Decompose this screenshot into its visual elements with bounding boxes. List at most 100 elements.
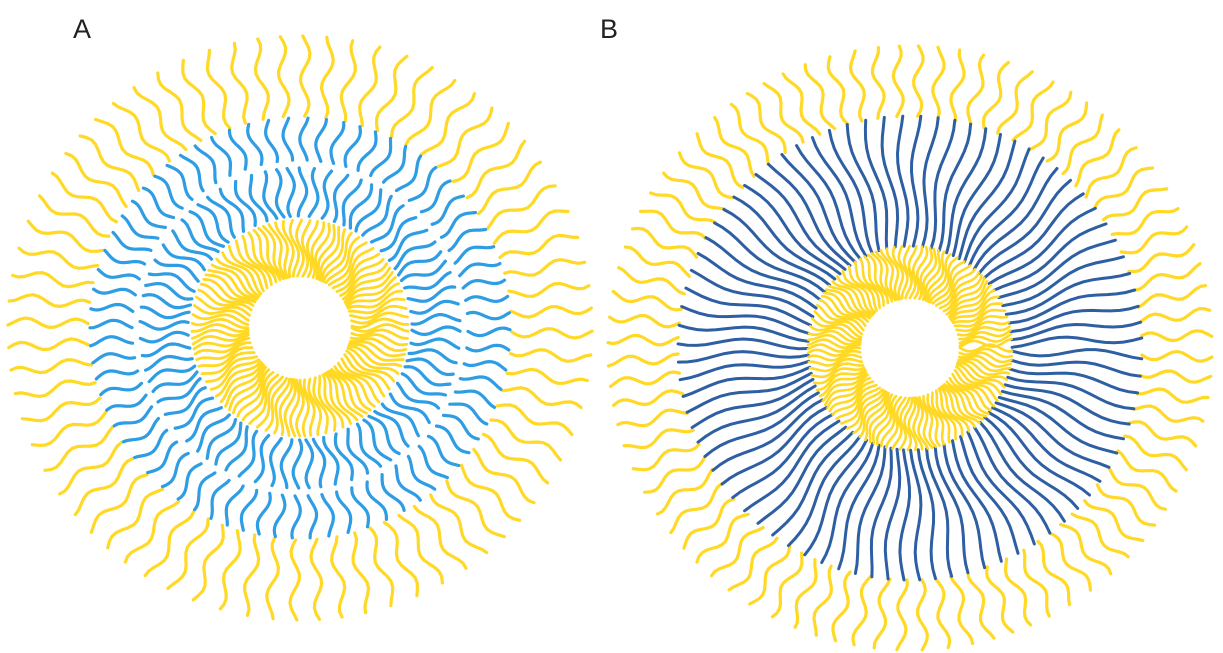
core-chain — [321, 373, 345, 429]
corona-chain — [669, 482, 724, 535]
corona-chain — [911, 44, 925, 118]
core-chain — [197, 346, 254, 368]
mid-block-chain — [1004, 272, 1132, 316]
core-chain — [811, 317, 863, 339]
corona-chain — [770, 551, 804, 619]
corona-chain — [276, 35, 291, 119]
mid-block-chain — [685, 371, 813, 414]
inner-block-chain — [311, 437, 327, 489]
core-chain — [891, 245, 905, 301]
outer-block-chain — [394, 464, 422, 502]
corona-chain — [382, 520, 420, 598]
core-chain — [191, 328, 250, 340]
core-chain — [305, 220, 319, 278]
outer-block-chain — [380, 473, 406, 512]
core-chain — [875, 393, 894, 446]
core-chain — [809, 325, 862, 341]
outer-block-chain — [210, 135, 233, 177]
corona-chain — [509, 305, 593, 319]
inner-block-chain — [395, 381, 441, 410]
outer-block-chain — [94, 369, 140, 381]
panel-label-a: A — [73, 14, 92, 44]
corona-chain — [662, 171, 726, 211]
core-chain — [879, 248, 900, 301]
mid-block-chain — [959, 435, 1020, 555]
core-chain — [210, 263, 260, 299]
outer-block-chain — [461, 278, 507, 290]
corona-chain — [1135, 387, 1210, 404]
outer-block-chain — [281, 116, 295, 162]
inner-block-chain — [161, 243, 206, 272]
corona-chain — [745, 91, 787, 154]
corona-chain — [1003, 557, 1033, 627]
mid-block-chain — [771, 430, 855, 537]
core-chain — [948, 377, 993, 412]
corona-chain — [1011, 80, 1055, 142]
corona-chain — [412, 504, 468, 570]
corona-chain — [1133, 262, 1202, 292]
inner-block-chain — [268, 436, 283, 488]
outer-block-chain — [153, 174, 184, 210]
core-chain — [953, 308, 1007, 328]
inner-block-chain — [405, 357, 455, 377]
corona-chain — [472, 447, 536, 505]
corona-chain — [7, 293, 92, 309]
inner-block-chain — [307, 167, 320, 218]
core-chain — [945, 380, 990, 415]
outer-block-chain — [99, 381, 143, 397]
outer-block-chain — [465, 310, 511, 321]
mid-block-chain — [987, 411, 1091, 497]
mid-block-chain — [987, 206, 1097, 286]
core-chain — [835, 383, 878, 421]
corona-chain — [505, 367, 589, 385]
inner-block-chain — [138, 319, 190, 331]
core-chain — [958, 325, 1011, 341]
mid-block-chain — [1006, 375, 1136, 411]
inner-block-chain — [367, 414, 401, 456]
mid-block-chain — [963, 147, 1031, 264]
mid-block-chain — [696, 251, 818, 310]
corona-chain — [891, 44, 905, 118]
inner-block-chain — [355, 422, 383, 468]
inner-block-chain — [362, 418, 393, 462]
outer-block-chain — [298, 116, 310, 162]
corona-chain — [205, 48, 232, 130]
core-chain — [317, 374, 337, 432]
core-chain — [941, 384, 985, 421]
outer-block-chain — [466, 326, 512, 338]
outer-block-chain — [160, 451, 190, 489]
outer-block-chain — [239, 488, 259, 532]
core-chain — [345, 282, 400, 308]
mid-block-chain — [921, 116, 940, 249]
core-chain — [207, 268, 259, 300]
core-chain — [824, 370, 868, 407]
corona-chain — [649, 191, 717, 224]
core-chain — [262, 225, 287, 280]
core-chain — [858, 389, 887, 439]
outer-block-chain — [255, 491, 272, 536]
inner-block-chain — [373, 409, 410, 448]
core-chain — [947, 276, 986, 319]
corona-chain — [17, 246, 99, 270]
inner-block-chain — [205, 418, 238, 460]
core-chain — [349, 304, 408, 320]
corona-chain — [420, 92, 476, 156]
core-chain — [346, 346, 400, 375]
inner-block-chain — [274, 168, 286, 219]
mid-block-chain — [957, 139, 1017, 261]
core-chain — [808, 357, 864, 373]
inner-block-chain — [397, 250, 443, 277]
corona-chain — [1128, 420, 1198, 448]
outer-block-chain — [417, 444, 449, 480]
core-chain — [193, 336, 251, 356]
corona-chain — [616, 408, 689, 428]
corona-chain — [58, 440, 124, 496]
corona-chain — [984, 565, 1015, 634]
corona-chain — [50, 171, 119, 224]
mid-block-chain — [795, 144, 862, 261]
corona-chain — [872, 577, 892, 650]
mid-block-chain — [863, 118, 889, 251]
core-chain — [937, 387, 964, 437]
core-chain — [350, 317, 410, 330]
core-chain — [934, 389, 957, 441]
